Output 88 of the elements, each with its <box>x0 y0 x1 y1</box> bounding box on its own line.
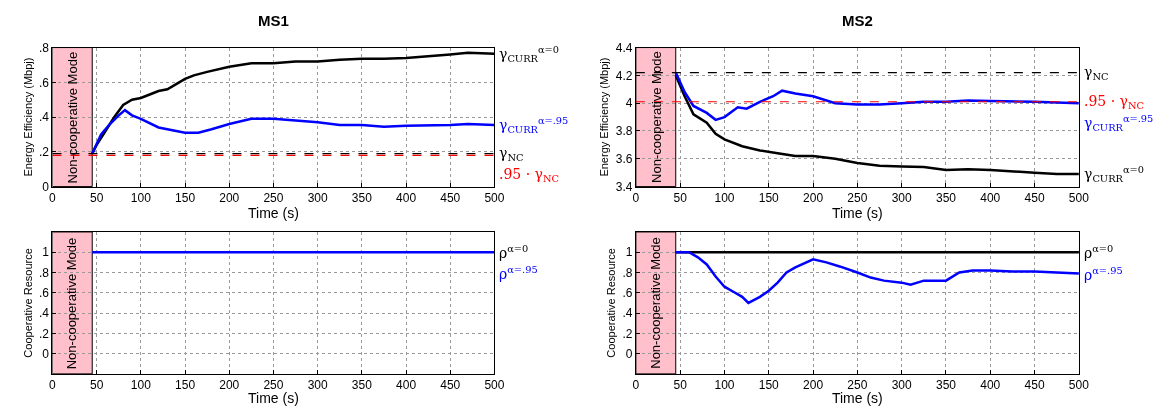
x-tick-label: 100 <box>714 190 735 205</box>
y-tick-label: 4 <box>625 96 633 111</box>
y-tick-label: .8 <box>39 265 50 280</box>
x-tick-label: 200 <box>219 378 240 393</box>
x-axis-title: Time (s) <box>248 390 299 406</box>
x-tick-label: 50 <box>89 378 104 393</box>
x-tick-label: 250 <box>263 378 284 393</box>
y-tick-label: .2 <box>622 326 633 341</box>
ref-line-label: γ$_{NC}$ <box>499 145 524 163</box>
y-tick-label: .2 <box>39 326 50 341</box>
y-tick-label: 0 <box>42 179 50 194</box>
band-label: Non-cooperative Mode <box>647 237 663 369</box>
x-tick-label: 150 <box>758 378 780 393</box>
x-tick-label: 350 <box>351 190 373 205</box>
x-tick-label: 400 <box>980 190 1001 205</box>
series-label: ρ$^{α=.95}$ <box>499 264 538 282</box>
x-tick-label: 150 <box>175 378 196 393</box>
series-label: ρ$^{α=.95}$ <box>1084 265 1123 283</box>
x-tick-label: 250 <box>847 190 868 205</box>
x-tick-label: 50 <box>673 190 688 205</box>
x-tick-label: 350 <box>935 190 957 205</box>
x-tick-label: 500 <box>1068 190 1090 205</box>
ref-line-label: .95 · γ$_{NC}$ <box>499 166 560 184</box>
band-label: Non-cooperative Mode <box>65 51 81 184</box>
y-tick-label: 0 <box>625 346 633 361</box>
x-tick-label: 250 <box>847 378 868 393</box>
x-tick-label: 100 <box>714 378 735 393</box>
y-axis-title: Energy Efficiency (Mbpj) <box>21 57 34 177</box>
y-tick-label: .8 <box>622 265 633 280</box>
y-tick-label: .6 <box>39 75 50 90</box>
x-tick-label: 200 <box>803 378 824 393</box>
x-tick-label: 100 <box>130 378 152 393</box>
x-tick-label: 500 <box>484 378 505 393</box>
x-tick-label: 300 <box>307 190 328 205</box>
y-tick-label: .6 <box>39 286 50 300</box>
x-tick-label: 350 <box>351 378 373 393</box>
x-tick-label: 50 <box>89 190 104 205</box>
y-axis-title: Cooperative Resource <box>605 248 618 358</box>
x-tick-label: 300 <box>891 378 913 393</box>
y-tick-label: .6 <box>622 286 633 300</box>
line-series <box>674 251 1079 305</box>
x-tick-label: 350 <box>935 378 957 393</box>
band-label: Non-cooperative Mode <box>648 51 664 183</box>
x-tick-label: 200 <box>803 190 824 205</box>
x-tick-label: 400 <box>396 378 417 393</box>
y-tick-label: .8 <box>39 40 50 55</box>
x-axis-title: Time (s) <box>831 204 883 221</box>
y-tick-label: .2 <box>39 145 50 160</box>
x-axis-title: Time (s) <box>831 390 883 406</box>
y-axis-title: Energy Efficiency (Mbpj) <box>598 57 611 177</box>
band-label: Non-cooperative Mode <box>64 237 80 370</box>
ref-line-label: .95 · γ$_{NC}$ <box>1084 93 1145 111</box>
line-series <box>674 71 1079 122</box>
y-tick-label: 4.2 <box>615 68 633 83</box>
y-tick-label: 1 <box>42 245 50 260</box>
y-tick-label: .4 <box>39 306 50 321</box>
x-tick-label: 150 <box>175 190 196 205</box>
x-tick-label: 200 <box>219 190 240 205</box>
x-tick-label: 450 <box>1024 378 1045 393</box>
x-tick-label: 450 <box>440 190 461 205</box>
x-tick-label: 450 <box>440 378 461 393</box>
x-tick-label: 400 <box>396 190 417 205</box>
x-tick-label: 500 <box>484 190 505 205</box>
ref-line-label: γ$_{NC}$ <box>1084 64 1109 82</box>
y-tick-label: 4.4 <box>615 40 633 55</box>
x-tick-label: 400 <box>980 378 1001 393</box>
series-label: ρ$^{α=0}$ <box>1084 243 1114 261</box>
x-tick-label: 450 <box>1024 190 1045 205</box>
y-tick-label: 3.4 <box>615 179 633 194</box>
x-tick-label: 300 <box>307 378 328 393</box>
x-tick-label: 300 <box>891 190 913 205</box>
y-axis-title: Cooperative Resource <box>21 248 34 358</box>
chart-title: MS2 <box>842 12 873 29</box>
legend-label: ρ$^{α=0}$ <box>499 243 529 261</box>
x-tick-label: 250 <box>263 190 284 205</box>
y-tick-label: 3.8 <box>615 124 633 139</box>
x-tick-label: 500 <box>1068 378 1090 393</box>
x-tick-label: 50 <box>673 378 688 393</box>
x-axis-title: Time (s) <box>248 204 299 221</box>
x-tick-label: 100 <box>130 190 152 205</box>
chart-title: MS1 <box>258 12 289 29</box>
y-tick-label: 0 <box>42 346 50 361</box>
x-tick-label: 150 <box>758 190 780 205</box>
y-tick-label: .4 <box>622 306 633 321</box>
y-tick-label: 3.6 <box>615 151 633 166</box>
line-series <box>90 108 495 155</box>
y-tick-label: .4 <box>39 110 50 125</box>
y-tick-label: 1 <box>625 245 633 260</box>
